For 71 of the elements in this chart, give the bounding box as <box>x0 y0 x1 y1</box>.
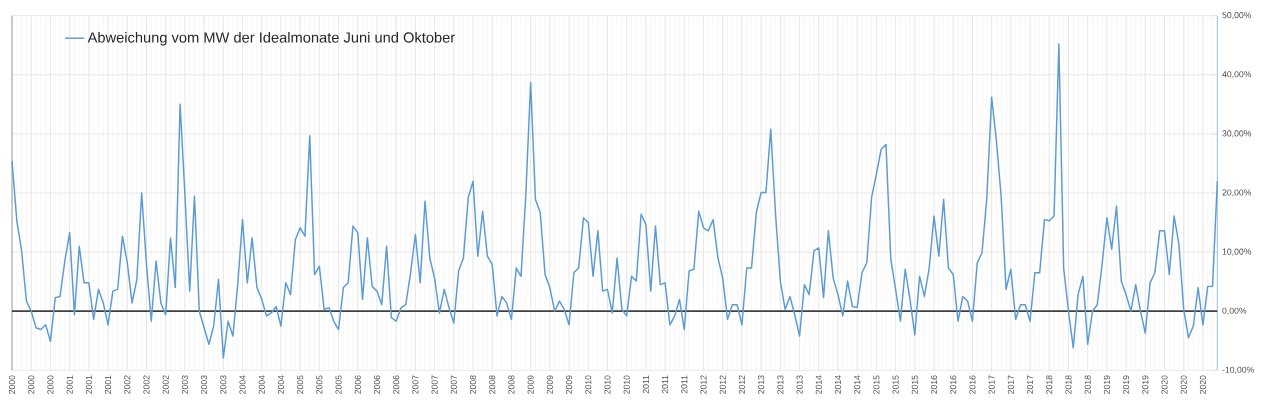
x-tick-label: 2005 <box>297 375 304 394</box>
x-tick-label: 2019 <box>1123 375 1130 394</box>
x-tick-label: 2002 <box>162 375 169 394</box>
x-tick-label: 2010 <box>623 375 630 394</box>
x-tick-label: 2019 <box>1103 375 1110 394</box>
x-tick-label: 2013 <box>777 375 784 394</box>
x-tick-label: 2003 <box>201 375 208 394</box>
y-tick-label: 10,00% <box>1222 248 1252 256</box>
x-tick-label: 2016 <box>969 375 976 394</box>
x-tick-label: 2001 <box>105 375 112 394</box>
x-tick-label: 2013 <box>796 375 803 394</box>
x-tick-label: 2008 <box>489 375 496 394</box>
x-tick-label: 2015 <box>892 375 899 394</box>
x-tick-label: 2020 <box>1161 375 1168 394</box>
y-tick-label: -10,00% <box>1222 366 1254 374</box>
x-tick-label: 2010 <box>604 375 611 394</box>
x-tick-label: 2010 <box>585 375 592 394</box>
x-tick-label: 2014 <box>815 375 822 394</box>
x-tick-label: 2012 <box>719 375 726 394</box>
y-tick-label: 0,00% <box>1222 307 1247 315</box>
x-tick-label: 2017 <box>1007 375 1014 394</box>
x-tick-label: 2018 <box>1084 375 1091 394</box>
x-tick-label: 2015 <box>911 375 918 394</box>
y-tick-label: 20,00% <box>1222 189 1252 197</box>
x-tick-label: 2006 <box>354 375 361 394</box>
x-tick-label: 2008 <box>508 375 515 394</box>
x-tick-label: 2001 <box>85 375 92 394</box>
x-tick-label: 2006 <box>393 375 400 394</box>
x-tick-label: 2004 <box>258 375 265 394</box>
x-tick-label: 2008 <box>469 375 477 394</box>
x-tick-label: 2020 <box>1180 375 1187 394</box>
x-tick-label: 2006 <box>373 375 381 394</box>
x-tick-label: 2018 <box>1065 375 1072 394</box>
x-tick-label: 2002 <box>143 375 150 394</box>
y-tick-label: 50,00% <box>1222 12 1252 20</box>
x-tick-label: 2005 <box>316 375 323 394</box>
x-tick-label: 2000 <box>8 375 16 394</box>
y-tick-label: 30,00% <box>1222 130 1252 138</box>
x-tick-label: 2003 <box>220 375 227 394</box>
x-tick-label: 2003 <box>181 375 188 394</box>
x-tick-label: 2007 <box>431 375 438 394</box>
x-tick-label: 2016 <box>930 375 938 394</box>
x-tick-label: 2019 <box>1142 375 1149 394</box>
x-tick-label: 2004 <box>277 375 284 394</box>
x-tick-label: 2000 <box>28 375 35 394</box>
x-tick-label: 2005 <box>335 375 342 394</box>
x-tick-label: 2007 <box>412 375 419 394</box>
x-tick-label: 2004 <box>239 375 246 394</box>
x-tick-label: 2011 <box>662 375 669 394</box>
x-tick-label: 2009 <box>566 375 573 394</box>
x-tick-label: 2014 <box>854 375 861 394</box>
x-tick-label: 2012 <box>738 375 745 394</box>
y-tick-label: 40,00% <box>1222 71 1252 79</box>
x-tick-label: 2017 <box>1026 375 1034 394</box>
x-tick-label: 2012 <box>700 375 707 394</box>
legend-label: Abweichung vom MW der Idealmonate Juni und Oktober <box>87 31 455 46</box>
x-tick-label: 2015 <box>873 375 880 394</box>
x-tick-label: 2013 <box>758 375 765 394</box>
x-tick-label: 2011 <box>681 375 688 394</box>
x-tick-label: 2017 <box>988 375 995 394</box>
x-tick-label: 2000 <box>47 375 54 394</box>
x-tick-label: 2020 <box>1199 375 1206 394</box>
x-tick-label: 2014 <box>834 375 842 394</box>
x-tick-label: 2016 <box>950 375 957 394</box>
x-tick-label: 2007 <box>450 375 457 394</box>
x-tick-label: 2011 <box>642 375 649 394</box>
x-tick-label: 2009 <box>527 375 534 394</box>
x-tick-label: 2009 <box>546 375 553 394</box>
x-tick-label: 2002 <box>124 375 131 394</box>
x-tick-label: 2001 <box>66 375 73 394</box>
x-tick-label: 2018 <box>1046 375 1053 394</box>
